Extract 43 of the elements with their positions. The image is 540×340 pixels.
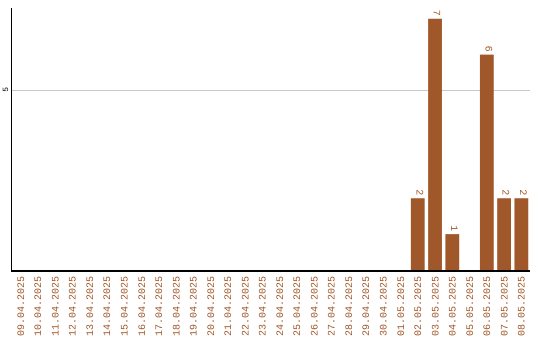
x-tick-label: 11.04.2025 (51, 276, 62, 336)
x-tick-label: 19.04.2025 (190, 276, 201, 336)
x-tick-label: 27.04.2025 (328, 276, 339, 336)
x-tick-label: 26.04.2025 (310, 276, 322, 336)
x-tick-label: 04.05.2025 (448, 276, 460, 336)
x-tick-label: 24.04.2025 (276, 276, 287, 336)
x-tick-label: 10.04.2025 (34, 276, 46, 336)
data-label: 1 (446, 225, 458, 232)
data-label: 6 (481, 46, 492, 52)
x-tick-label: 02.05.2025 (414, 276, 426, 336)
x-tick-label: 21.04.2025 (224, 276, 236, 336)
data-label: 2 (516, 189, 527, 196)
bar (410, 198, 425, 270)
data-label: 7 (430, 10, 441, 16)
y-tick-label: 5 (2, 86, 11, 92)
x-tick-label: 07.05.2025 (500, 276, 512, 336)
x-tick-label: 03.05.2025 (431, 276, 442, 336)
x-tick-label: 12.04.2025 (68, 276, 80, 336)
x-tick-label: 15.04.2025 (120, 276, 132, 336)
x-tick-label: 28.04.2025 (344, 276, 356, 336)
x-tick-label: 01.05.2025 (396, 276, 408, 336)
x-tick-label: 22.04.2025 (241, 276, 252, 336)
x-tick-label: 06.05.2025 (483, 276, 494, 336)
x-tick-label: 17.04.2025 (155, 276, 166, 336)
bar (514, 198, 528, 270)
x-tick-label: 25.04.2025 (293, 276, 304, 336)
x-tick-label: 23.04.2025 (258, 276, 270, 336)
bar (497, 198, 512, 270)
x-tick-label: 29.04.2025 (362, 276, 374, 336)
data-label: 2 (498, 189, 510, 196)
x-tick-label: 20.04.2025 (206, 276, 218, 336)
x-tick-label: 14.04.2025 (103, 276, 114, 336)
x-tick-label: 16.04.2025 (138, 276, 149, 336)
x-tick-label: 05.05.2025 (466, 276, 477, 336)
x-tick-label: 18.04.2025 (172, 276, 184, 336)
x-tick-label: 30.04.2025 (379, 276, 390, 336)
x-tick-label: 09.04.2025 (16, 276, 28, 336)
bar (480, 54, 494, 270)
bar (428, 18, 442, 270)
bar (445, 234, 460, 270)
x-tick-label: 13.04.2025 (86, 276, 97, 336)
data-label: 2 (412, 189, 424, 196)
x-tick-label: 08.05.2025 (518, 276, 529, 336)
